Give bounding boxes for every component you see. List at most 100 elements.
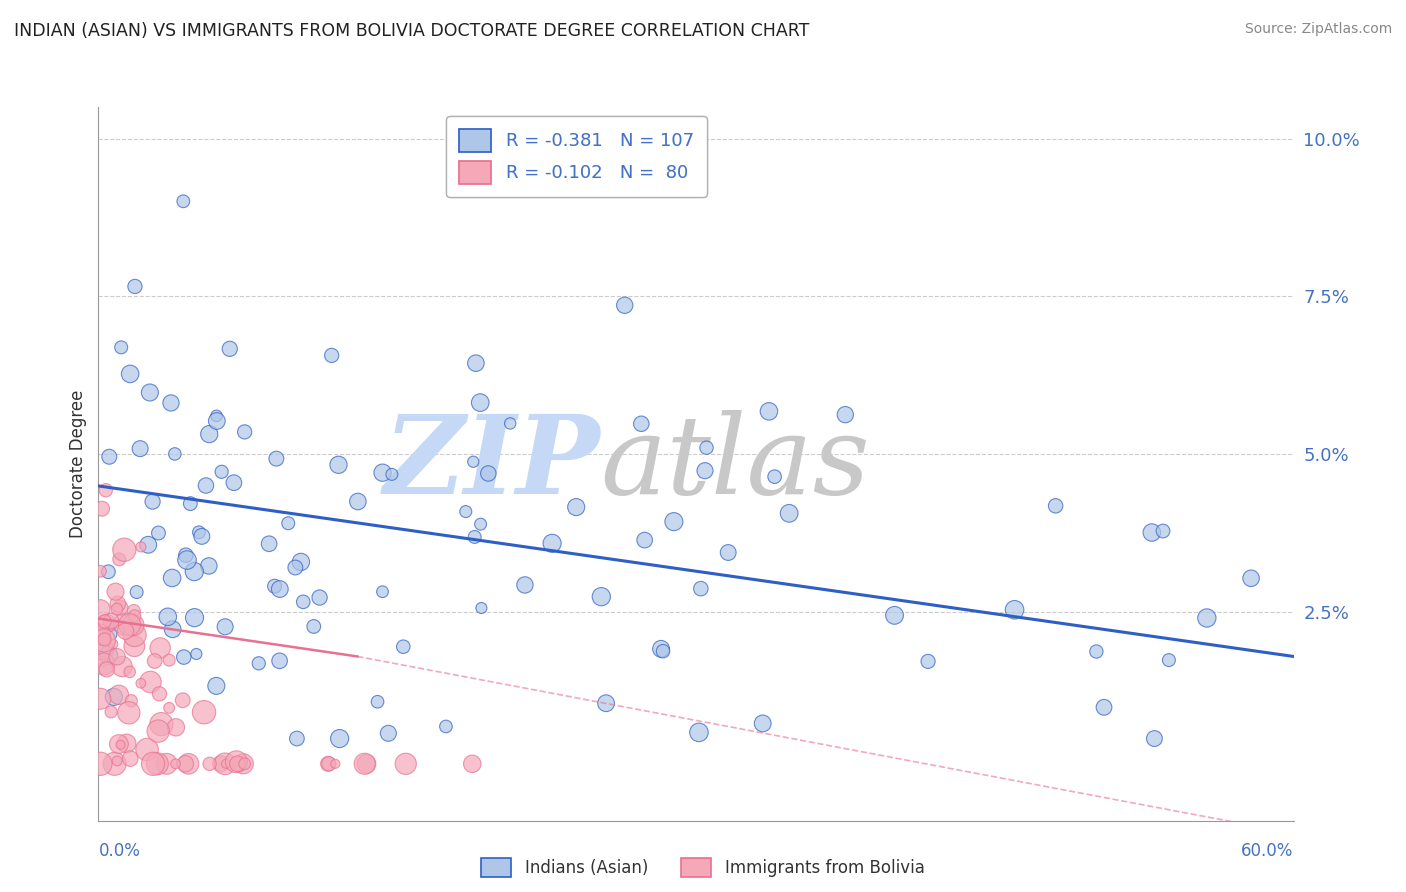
Point	[91, 501, 114, 516]
Point	[89, 627, 111, 641]
Point	[226, 756, 249, 771]
Point	[136, 742, 159, 756]
Point	[91, 642, 114, 657]
Point	[107, 597, 129, 611]
Point	[108, 552, 131, 566]
Point	[1240, 571, 1263, 585]
Text: ZIP: ZIP	[384, 410, 600, 517]
Point	[142, 494, 165, 508]
Point	[100, 619, 122, 633]
Point	[93, 615, 115, 629]
Point	[165, 720, 187, 734]
Point	[371, 466, 394, 480]
Point	[90, 630, 112, 644]
Point	[367, 695, 389, 709]
Point	[205, 679, 228, 693]
Point	[211, 465, 233, 479]
Point	[233, 756, 256, 771]
Point	[129, 676, 152, 690]
Point	[434, 719, 457, 733]
Point	[98, 627, 121, 641]
Point	[470, 601, 492, 615]
Point	[124, 608, 146, 623]
Point	[129, 442, 152, 456]
Point	[1143, 731, 1166, 746]
Point	[162, 622, 184, 636]
Point	[112, 542, 135, 557]
Point	[470, 395, 492, 409]
Point	[93, 657, 115, 671]
Point	[277, 516, 299, 531]
Point	[613, 298, 636, 312]
Text: 60.0%: 60.0%	[1241, 842, 1294, 860]
Point	[634, 533, 657, 547]
Legend: R = -0.381   N = 107, R = -0.102   N =  80: R = -0.381 N = 107, R = -0.102 N = 80	[446, 116, 707, 197]
Point	[150, 717, 173, 731]
Point	[160, 571, 183, 585]
Point	[395, 756, 418, 771]
Point	[187, 525, 209, 540]
Point	[186, 647, 208, 661]
Point	[1045, 499, 1067, 513]
Point	[103, 690, 125, 704]
Point	[513, 578, 536, 592]
Point	[129, 540, 152, 554]
Point	[122, 618, 145, 632]
Point	[105, 649, 128, 664]
Point	[96, 616, 118, 631]
Text: Source: ZipAtlas.com: Source: ZipAtlas.com	[1244, 22, 1392, 37]
Point	[218, 342, 240, 356]
Point	[284, 560, 307, 574]
Point	[470, 517, 492, 532]
Point	[115, 736, 138, 750]
Point	[110, 340, 132, 354]
Point	[751, 716, 773, 731]
Point	[595, 696, 617, 710]
Point	[142, 756, 165, 771]
Point	[94, 483, 117, 498]
Point	[139, 675, 162, 690]
Point	[454, 505, 477, 519]
Point	[149, 640, 172, 655]
Point	[157, 653, 180, 667]
Point	[225, 755, 247, 769]
Point	[308, 591, 330, 605]
Point	[124, 279, 146, 293]
Point	[257, 537, 280, 551]
Point	[222, 475, 245, 490]
Point	[104, 584, 127, 599]
Point	[139, 385, 162, 400]
Point	[89, 602, 111, 616]
Point	[356, 756, 378, 771]
Point	[763, 469, 786, 483]
Point	[165, 756, 187, 771]
Point	[464, 530, 486, 544]
Point	[696, 441, 718, 455]
Point	[321, 348, 343, 362]
Point	[316, 756, 339, 771]
Point	[232, 756, 254, 771]
Point	[477, 467, 499, 481]
Point	[105, 754, 128, 768]
Point	[205, 414, 228, 428]
Point	[689, 582, 711, 596]
Point	[214, 620, 236, 634]
Point	[353, 756, 375, 771]
Point	[183, 565, 205, 579]
Point	[917, 654, 939, 668]
Point	[1195, 611, 1218, 625]
Point	[266, 451, 288, 466]
Point	[105, 602, 128, 616]
Y-axis label: Doctorate Degree: Doctorate Degree	[69, 390, 87, 538]
Point	[157, 701, 180, 715]
Point	[118, 617, 141, 632]
Point	[120, 751, 142, 765]
Point	[392, 640, 415, 654]
Point	[179, 497, 201, 511]
Point	[172, 194, 194, 209]
Point	[1140, 525, 1163, 540]
Text: INDIAN (ASIAN) VS IMMIGRANTS FROM BOLIVIA DOCTORATE DEGREE CORRELATION CHART: INDIAN (ASIAN) VS IMMIGRANTS FROM BOLIVI…	[14, 22, 810, 40]
Point	[285, 731, 308, 746]
Point	[269, 654, 291, 668]
Point	[214, 756, 236, 771]
